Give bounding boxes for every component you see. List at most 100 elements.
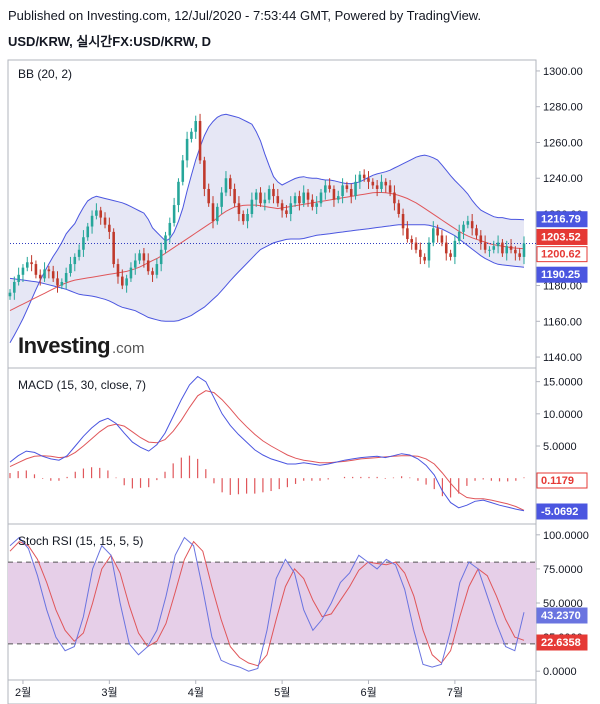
candle-body [216,206,219,222]
candle-body [69,264,72,274]
candle-body [393,192,396,204]
candle-body [56,278,59,286]
time-axis-label: 5월 [274,686,290,699]
time-axis-label: 4월 [188,686,204,699]
macd-tag-box [536,472,588,489]
candle-body [13,281,16,293]
candle-body [207,188,210,204]
macd-pane[interactable]: 15.0000 10.0000 5.0000 0.1179 -5.0692 [9,375,588,520]
candle-body [21,267,25,275]
candle-body [375,185,379,189]
candle-body [440,235,444,243]
rsi-axis-label: 75.0000 [543,564,583,576]
candle-body [138,253,141,261]
candle-body [82,237,85,250]
price-tag-lower: 1190.25 [541,269,580,281]
candle-body [444,242,448,254]
macd-axis-label: 5.0000 [543,441,577,453]
candle-body [211,203,215,222]
candle-body [289,203,293,214]
candle-body [280,203,284,211]
candle-body [220,192,223,207]
candle-body [457,231,461,241]
candle-body [272,188,275,197]
candle-body [302,192,305,204]
bb-legend: BB (20, 2) [18,67,72,81]
candle-body [453,240,457,257]
candle-body [133,260,137,268]
price-tag-box [536,246,588,263]
candle-body [354,181,357,197]
price-axis-label: 1180.00 [543,281,582,293]
stoch-rsi-d-line [9,540,525,667]
time-axis[interactable]: 2월 3월 4월 5월 6월 7월 [15,680,463,699]
time-axis-label: 6월 [361,686,377,699]
time-axis-label: 2월 [15,686,31,699]
candle-body [522,243,526,257]
price-tag-box [536,211,588,228]
candle-body [427,242,431,261]
candle-body [423,256,426,261]
candle-body [466,221,470,225]
candle-body [462,224,465,232]
published-caption: Published on Investing.com, 12/Jul/2020 … [8,8,482,23]
candle-body [108,224,111,232]
candle-body [172,205,176,223]
candle-body [224,178,228,193]
candle-body [237,203,241,214]
candle-body [125,278,128,286]
candle-body [315,203,318,207]
candle-body [233,188,236,204]
candle-body [311,199,314,207]
candle-body [419,249,422,257]
candle-body [77,249,81,257]
candle-body [60,281,64,286]
bb-band-fill [10,114,524,343]
candle-body [432,228,435,243]
candle-body [229,178,232,189]
stoch-rsi-pane[interactable]: 100.000075.000050.000025.00000.000043.23… [8,530,589,678]
symbol-title: USD/KRW, 실시간FX:USD/KRW, D [8,34,211,49]
candle-body [509,246,513,250]
rsi-axis-label: 50.0000 [543,598,583,610]
candle-body [254,192,258,200]
candle-body [470,221,474,229]
candle-body [388,185,392,193]
candle-body [159,249,163,265]
price-pane[interactable]: 1300.001280.001260.001240.001220.001200.… [8,66,588,364]
candle-body [198,121,202,161]
macd-axis-label: 10.0000 [543,409,583,421]
candle-body [194,121,198,132]
macd-tag-hist: 0.1179 [541,475,574,487]
candle-body [501,242,504,254]
candle-body [151,271,154,275]
candle-body [51,271,55,279]
candle-body [488,249,491,251]
price-tag-box [536,266,588,283]
rsi-axis-label: 0.0000 [543,666,577,678]
candle-body [319,192,323,204]
candle-body [129,267,133,279]
candle-body [362,174,366,179]
candle-body [168,222,172,236]
candle-body [380,181,383,189]
candle-body [449,253,452,257]
price-axis-label: 1260.00 [543,137,583,149]
price-axis-label: 1300.00 [543,66,583,78]
price-tag-box [536,228,588,245]
candle-body [146,260,150,272]
candle-body [164,235,167,250]
candle-body [73,256,77,265]
candle-body [250,199,254,214]
candle-body [47,269,51,272]
candle-body [475,228,478,236]
rsi-tag-box [536,634,588,651]
price-axis-label: 1280.00 [543,102,583,114]
candle-body [155,264,159,275]
macd-axis-label: 15.0000 [543,377,583,389]
time-axis-label: 3월 [101,686,117,699]
candle-body [43,269,46,279]
candle-body [324,185,327,193]
candle-body [246,214,249,222]
